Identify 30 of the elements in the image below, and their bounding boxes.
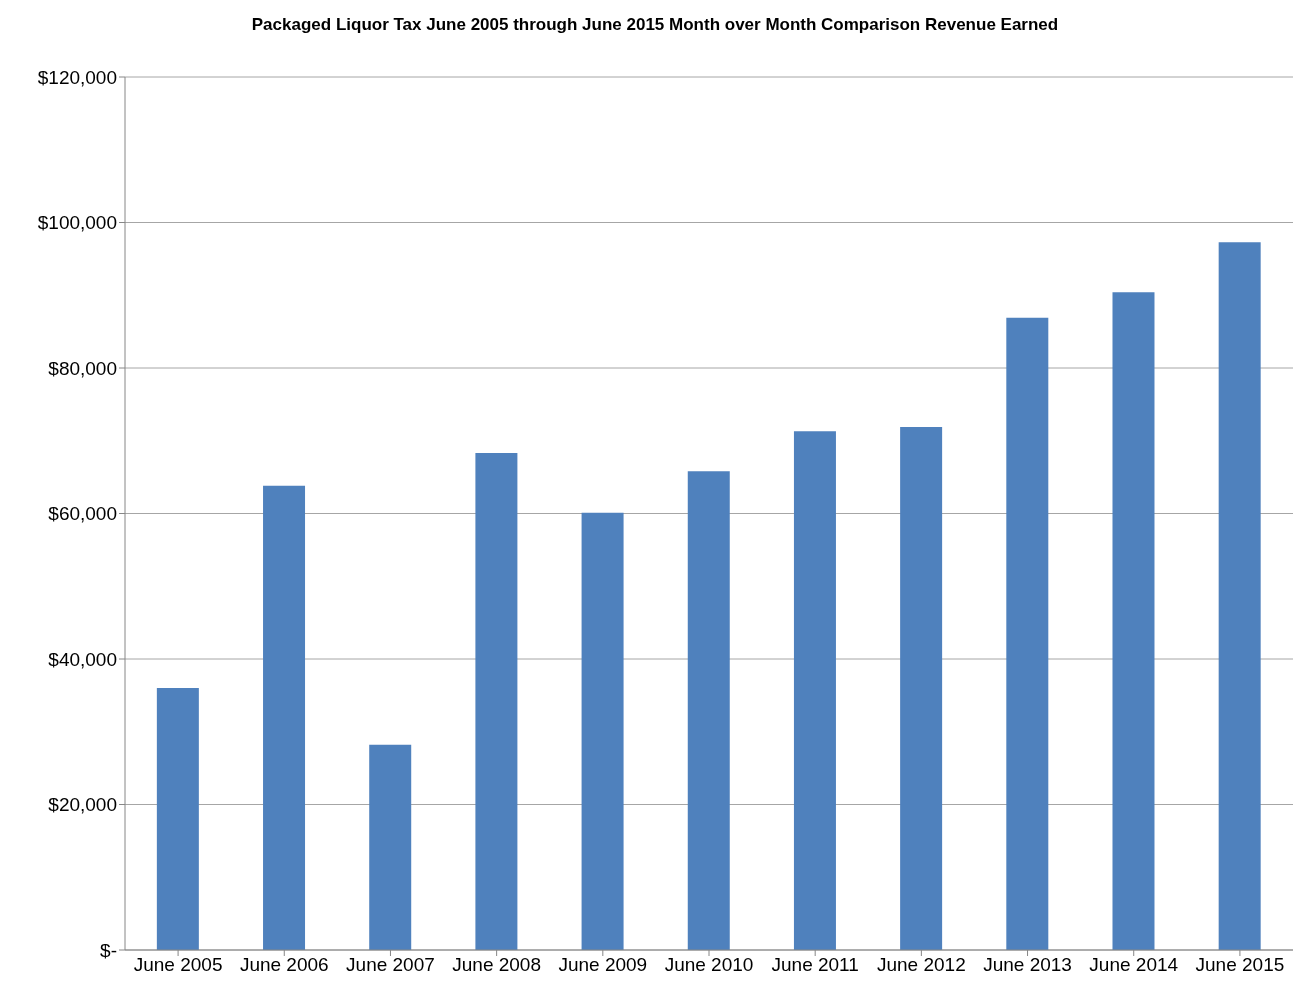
x-tick-label: June 2012 <box>876 954 966 976</box>
chart-title: Packaged Liquor Tax June 2005 through June 2015 Month over Month Comparison Revenue Earned <box>250 15 1060 35</box>
bar <box>687 471 730 950</box>
y-tick-label: $80,000 <box>48 357 117 379</box>
x-tick-label: June 2009 <box>558 954 648 976</box>
bar <box>900 426 943 950</box>
bar <box>1218 242 1261 950</box>
bar <box>793 431 836 950</box>
x-tick-label: June 2015 <box>1195 954 1285 976</box>
x-tick-label: June 2011 <box>771 954 859 976</box>
y-tick-label: $20,000 <box>48 794 117 816</box>
bar <box>263 485 306 950</box>
x-tick-label: June 2013 <box>983 954 1072 976</box>
x-tick-label: June 2008 <box>452 954 542 976</box>
bar <box>475 453 518 950</box>
bar <box>581 512 624 950</box>
x-tick-label: June 2014 <box>1089 954 1179 976</box>
y-tick-label: $60,000 <box>48 503 117 525</box>
bar <box>156 688 199 950</box>
x-tick-label: June 2010 <box>664 954 754 976</box>
x-tick-label: June 2007 <box>346 954 435 976</box>
y-tick-label: $120,000 <box>37 66 117 88</box>
y-tick-label: $- <box>100 939 117 961</box>
bar <box>1006 317 1049 950</box>
y-tick-label: $40,000 <box>48 648 117 670</box>
bar <box>369 744 412 950</box>
x-tick-label: June 2006 <box>239 954 329 976</box>
y-tick-label: $100,000 <box>37 212 117 234</box>
x-tick-label: June 2005 <box>133 954 223 976</box>
bar <box>1112 292 1155 950</box>
